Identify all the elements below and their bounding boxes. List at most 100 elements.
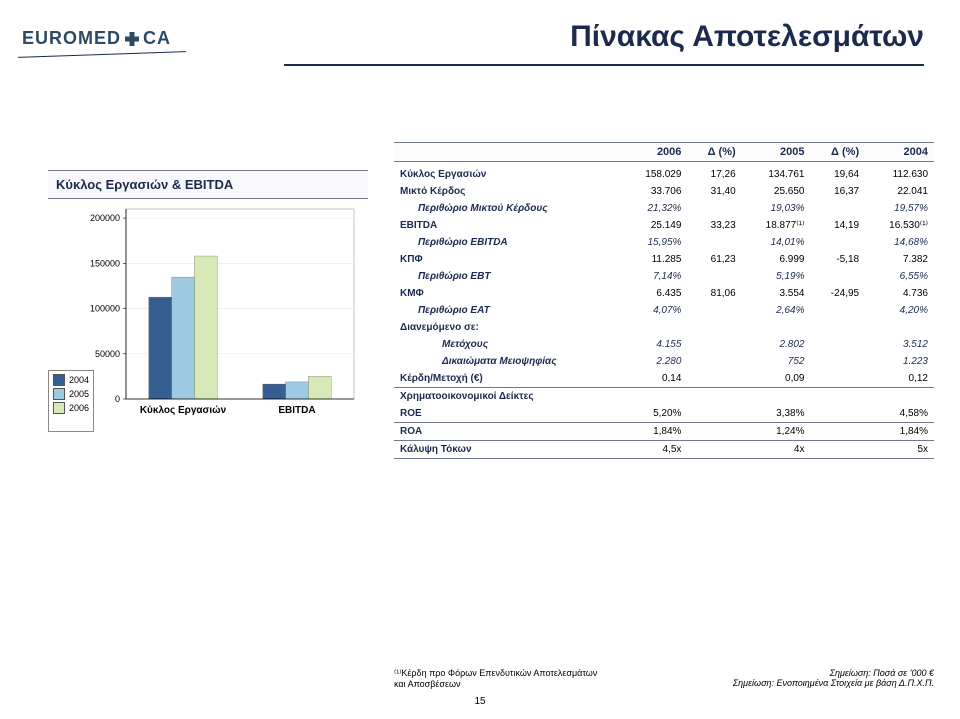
cell (810, 388, 865, 406)
cell (687, 441, 741, 459)
logo-text-left: EUROMED (22, 28, 121, 49)
cell: 0,12 (865, 370, 934, 388)
legend-item: 2004 (53, 373, 89, 387)
footnote-left-1: ⁽¹⁾Κέρδη προ Φόρων Επενδυτικών Αποτελεσμ… (394, 668, 597, 679)
cell: 134.761 (742, 166, 811, 183)
svg-text:50000: 50000 (95, 349, 120, 359)
cell: 6,55% (865, 268, 934, 285)
cell: 0,14 (622, 370, 687, 388)
results-table-wrap: 2006Δ (%)2005Δ (%)2004Κύκλος Εργασιών158… (394, 142, 934, 459)
cell: 19,64 (810, 166, 865, 183)
table-row: Κύκλος Εργασιών158.02917,26134.76119,641… (394, 166, 934, 183)
cell: 5,19% (742, 268, 811, 285)
cell: 21,32% (622, 200, 687, 217)
page-number: 15 (474, 696, 485, 707)
col-header-label (394, 143, 622, 162)
logo-text-right: CA (143, 28, 171, 49)
cell: 4,5x (622, 441, 687, 459)
cell (810, 441, 865, 459)
table-row: Διανεμόμενο σε: (394, 319, 934, 336)
results-table: 2006Δ (%)2005Δ (%)2004Κύκλος Εργασιών158… (394, 142, 934, 459)
cell: 2.802 (742, 336, 811, 353)
row-label: Κέρδη/Μετοχή (€) (394, 370, 622, 388)
row-label: ΚΠΦ (394, 251, 622, 268)
cell: 4.155 (622, 336, 687, 353)
cell (865, 319, 934, 336)
table-row: EBITDA25.14933,2318.877⁽¹⁾14,1916.530⁽¹⁾ (394, 217, 934, 234)
table-row: Χρηματοοικονομικοί Δείκτες (394, 388, 934, 406)
footnote-right-2: Σημείωση: Ενοποιημένα Στοιχεία με βάση Δ… (733, 678, 934, 688)
col-header: Δ (%) (687, 143, 741, 162)
chart-title: Κύκλος Εργασιών & EBITDA (48, 170, 368, 199)
row-label: Διανεμόμενο σε: (394, 319, 622, 336)
svg-text:EBITDA: EBITDA (278, 405, 315, 416)
cell (687, 336, 741, 353)
row-label: ΚΜΦ (394, 285, 622, 302)
row-label: ROE (394, 405, 622, 423)
table-row: Μικτό Κέρδος33.70631,4025.65016,3722.041 (394, 183, 934, 200)
cell: 112.630 (865, 166, 934, 183)
cell: 19,03% (742, 200, 811, 217)
cell: 17,26 (687, 166, 741, 183)
cell: 61,23 (687, 251, 741, 268)
table-row: ΚΜΦ6.43581,063.554-24,954.736 (394, 285, 934, 302)
table-row: ROE5,20%3,38%4,58% (394, 405, 934, 423)
title-underline (284, 64, 924, 66)
cell (687, 388, 741, 406)
col-header: 2005 (742, 143, 811, 162)
row-label: Κάλυψη Τόκων (394, 441, 622, 459)
chart-legend: 20042005 2006 (48, 370, 94, 432)
cell (810, 336, 865, 353)
cell (810, 234, 865, 251)
cell (810, 353, 865, 370)
cell: 0,09 (742, 370, 811, 388)
cell: 14,68% (865, 234, 934, 251)
row-label: Περιθώριο EBT (394, 268, 622, 285)
table-row: Περιθώριο EBT7,14% 5,19% 6,55% (394, 268, 934, 285)
cell: 7.382 (865, 251, 934, 268)
cell: 31,40 (687, 183, 741, 200)
cell: 14,19 (810, 217, 865, 234)
page: EUROMED CA Πίνακας Αποτελεσμάτων Κύκλος … (0, 0, 960, 719)
legend-label: 2006 (69, 403, 89, 413)
cell: 158.029 (622, 166, 687, 183)
legend-item: 2006 (53, 401, 89, 415)
cell: 2.280 (622, 353, 687, 370)
cell: -24,95 (810, 285, 865, 302)
cell: 16,37 (810, 183, 865, 200)
cell (810, 200, 865, 217)
cell: 15,95% (622, 234, 687, 251)
cell: 1,84% (622, 423, 687, 441)
cell: 18.877⁽¹⁾ (742, 217, 811, 234)
cell: 22.041 (865, 183, 934, 200)
cell: 5,20% (622, 405, 687, 423)
table-row: Περιθώριο Μικτού Κέρδους21,32%19,03%19,5… (394, 200, 934, 217)
cell: 3.512 (865, 336, 934, 353)
cell (742, 388, 811, 406)
row-label: Περιθώριο EBITDA (394, 234, 622, 251)
svg-text:100000: 100000 (90, 304, 120, 314)
table-row: Κάλυψη Τόκων4,5x4x5x (394, 441, 934, 459)
table-row: Μετόχους4.1552.8023.512 (394, 336, 934, 353)
table-row: Δικαιώματα Μειοψηφίας2.2807521.223 (394, 353, 934, 370)
cell: 33,23 (687, 217, 741, 234)
cell (687, 370, 741, 388)
cell (687, 353, 741, 370)
cell: 16.530⁽¹⁾ (865, 217, 934, 234)
cell (810, 268, 865, 285)
cell (622, 388, 687, 406)
table-row: Περιθώριο EBITDA15,95%14,01%14,68% (394, 234, 934, 251)
cell: 11.285 (622, 251, 687, 268)
legend-swatch (53, 374, 65, 386)
chart-block: Κύκλος Εργασιών & EBITDA 050000100000150… (48, 170, 368, 426)
cell: 7,14% (622, 268, 687, 285)
cell (687, 234, 741, 251)
cell: -5,18 (810, 251, 865, 268)
legend-item: 2005 (53, 387, 89, 401)
cell (865, 388, 934, 406)
cell: 6.999 (742, 251, 811, 268)
cell (622, 319, 687, 336)
cell: 6.435 (622, 285, 687, 302)
cell: 4,58% (865, 405, 934, 423)
cell: 4x (742, 441, 811, 459)
